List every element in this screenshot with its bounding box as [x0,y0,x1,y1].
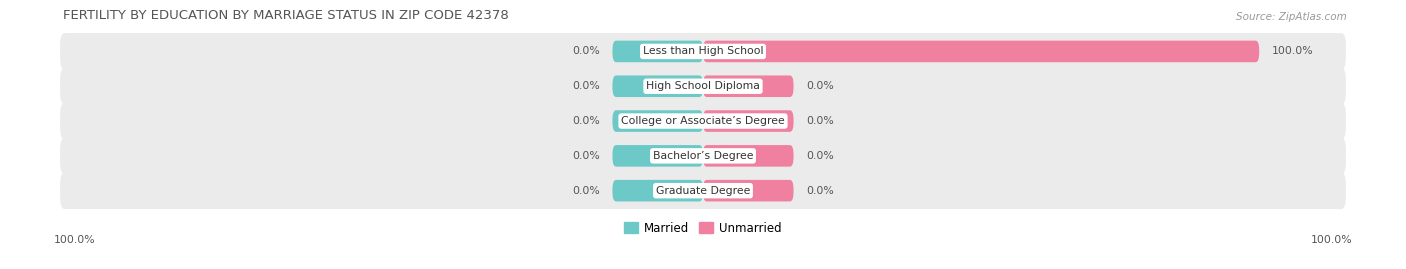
FancyBboxPatch shape [613,180,703,201]
Text: 100.0%: 100.0% [1310,235,1353,245]
FancyBboxPatch shape [703,145,793,167]
Text: 0.0%: 0.0% [572,47,599,56]
Text: College or Associate’s Degree: College or Associate’s Degree [621,116,785,126]
FancyBboxPatch shape [613,41,703,62]
Text: 0.0%: 0.0% [572,116,599,126]
FancyBboxPatch shape [60,68,1346,105]
Text: Graduate Degree: Graduate Degree [655,186,751,196]
FancyBboxPatch shape [60,33,1346,70]
FancyBboxPatch shape [703,110,793,132]
Text: Source: ZipAtlas.com: Source: ZipAtlas.com [1236,12,1347,22]
FancyBboxPatch shape [613,145,703,167]
FancyBboxPatch shape [613,110,703,132]
Text: 0.0%: 0.0% [807,151,834,161]
Text: High School Diploma: High School Diploma [647,81,759,91]
Text: 100.0%: 100.0% [1272,47,1313,56]
FancyBboxPatch shape [703,180,793,201]
FancyBboxPatch shape [60,103,1346,139]
FancyBboxPatch shape [703,41,1260,62]
FancyBboxPatch shape [60,172,1346,209]
Text: Bachelor’s Degree: Bachelor’s Degree [652,151,754,161]
Text: Less than High School: Less than High School [643,47,763,56]
FancyBboxPatch shape [703,75,793,97]
Text: 0.0%: 0.0% [807,116,834,126]
Text: 100.0%: 100.0% [53,235,96,245]
Text: 0.0%: 0.0% [572,81,599,91]
Text: 0.0%: 0.0% [572,151,599,161]
FancyBboxPatch shape [60,137,1346,174]
Legend: Married, Unmarried: Married, Unmarried [620,217,786,239]
FancyBboxPatch shape [613,75,703,97]
Text: 0.0%: 0.0% [572,186,599,196]
Text: 0.0%: 0.0% [807,186,834,196]
Text: 0.0%: 0.0% [807,81,834,91]
Text: FERTILITY BY EDUCATION BY MARRIAGE STATUS IN ZIP CODE 42378: FERTILITY BY EDUCATION BY MARRIAGE STATU… [63,9,509,22]
